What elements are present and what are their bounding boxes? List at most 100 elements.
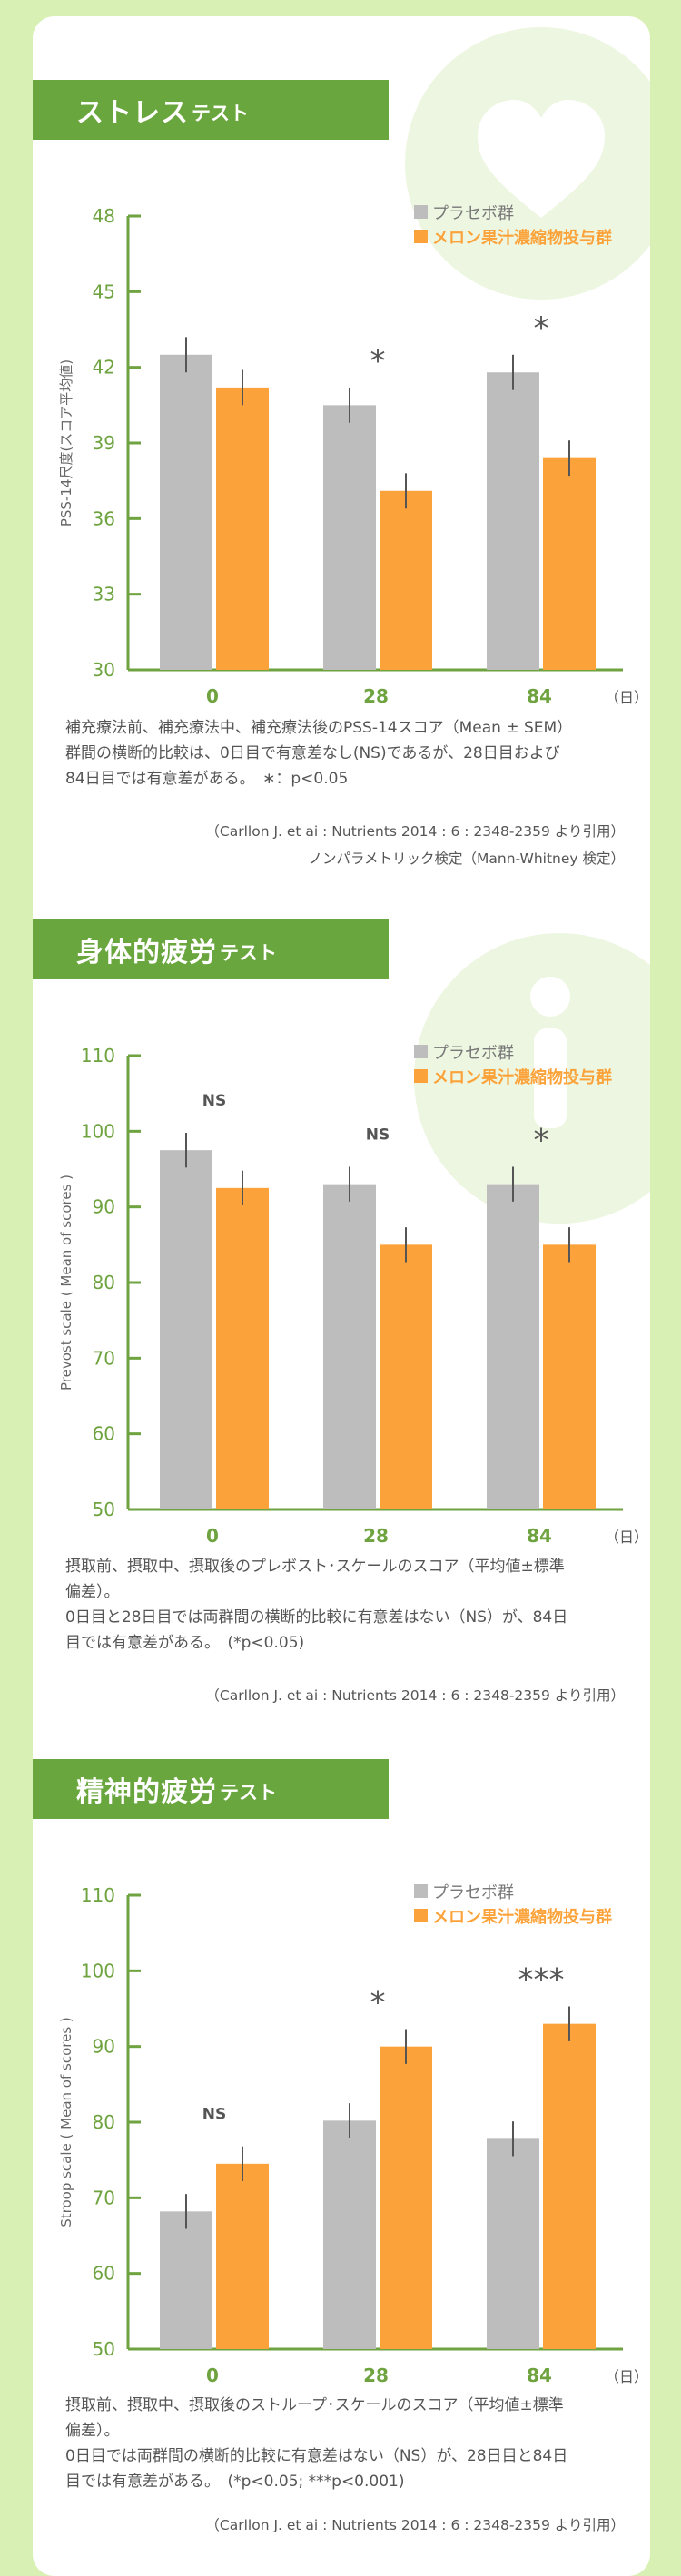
y-tick-label: 100 — [81, 1960, 115, 1981]
y-tick-label: 50 — [93, 1499, 115, 1520]
bar-treatment — [216, 1187, 269, 1509]
section-title-stress: ストレス テスト — [33, 80, 389, 140]
y-tick-label: 39 — [93, 432, 115, 454]
section-title-physical-fatigue: 身体的疲労 テスト — [33, 919, 389, 979]
y-tick-label: 60 — [93, 2263, 115, 2285]
legend-swatch — [414, 205, 428, 219]
y-tick-label: 80 — [93, 1272, 115, 1293]
legend-label: メロン果汁濃縮物投与群 — [432, 1067, 612, 1087]
x-axis-unit: （日） — [605, 1529, 648, 1546]
citation: （Carllon J. et ai : Nutrients 2014 : 6 :… — [205, 823, 625, 840]
legend-label: プラセボ群 — [432, 204, 514, 223]
bar-placebo — [487, 2138, 539, 2349]
physical-fatigue-note: 摂取前、摂取中、摂取後のプレボスト･スケールのスコア（平均値±標準 偏差）。 0… — [65, 1554, 646, 1656]
title-sub: テスト — [192, 103, 249, 124]
note-line: 摂取前、摂取中、摂取後のストループ･スケールのスコア（平均値±標準 — [65, 2396, 564, 2414]
stress-chart: 30 33 36 39 42 45 48 PSS-14尺度(スコア平均値) 0 28 * 84 * （日）… — [58, 204, 648, 707]
bar-treatment — [380, 2046, 432, 2349]
bar-treatment — [216, 387, 269, 670]
legend-swatch — [414, 230, 428, 243]
bar-placebo — [160, 2211, 212, 2349]
y-tick-label: 36 — [93, 507, 115, 529]
x-tick-label: 84 — [527, 1525, 552, 1547]
title-main: 身体的疲労 — [76, 937, 217, 968]
note-line: 偏差）。 — [65, 1583, 120, 1601]
bar-placebo — [323, 2120, 376, 2349]
title-sub: テスト — [220, 942, 277, 964]
legend-swatch — [414, 1884, 428, 1898]
stress-note: 補充療法前、補充療法中、補充療法後のPSS-14スコア（Mean ± SEM） … — [65, 715, 646, 791]
y-axis-label: Prevost scale ( Mean of scores ) — [58, 1175, 74, 1391]
bar-treatment — [543, 2023, 596, 2349]
bar-placebo — [160, 354, 212, 670]
mental-fatigue-chart: 50 60 70 80 90 100 110 Stroop scale ( Mean of s… — [58, 1883, 648, 2386]
citation: （Carllon J. et ai : Nutrients 2014 : 6 :… — [205, 2517, 625, 2533]
test-method-note: ノンパラメトリック検定（Mann-Whitney 検定） — [308, 850, 625, 867]
legend-swatch — [414, 1909, 428, 1922]
legend-label: メロン果汁濃縮物投与群 — [432, 228, 612, 248]
y-tick-label: 70 — [93, 2187, 115, 2208]
bar-treatment — [380, 1244, 432, 1509]
legend-swatch — [414, 1069, 428, 1083]
legend-label: プラセボ群 — [432, 1883, 514, 1903]
bar-placebo — [323, 1184, 376, 1509]
y-tick-label: 80 — [93, 2111, 115, 2133]
x-axis-unit: （日） — [605, 2368, 648, 2385]
significance-marker: NS — [202, 2106, 226, 2124]
legend-swatch — [414, 1045, 428, 1058]
x-tick-label: 84 — [527, 2365, 552, 2386]
note-line: 群間の横断的比較は、0日目で有意差なし(NS)であるが、28日目および — [65, 744, 560, 762]
significance-marker: NS — [202, 1092, 226, 1110]
x-tick-label: 28 — [363, 2365, 389, 2386]
y-axis-label: Stroop scale ( Mean of scores ) — [58, 2017, 74, 2227]
content-card: ストレス テスト 30 33 36 39 42 45 48 PSS-14尺度(スコア平均値) 0 2… — [33, 16, 650, 2576]
y-tick-label: 42 — [93, 357, 115, 379]
x-axis-unit: （日） — [605, 689, 648, 706]
bar-treatment — [543, 1244, 596, 1509]
note-line: 0日目と28日目では両群間の横断的比較に有意差はない（NS）が、84日 — [65, 1608, 568, 1627]
bar-placebo — [487, 372, 539, 670]
y-tick-label: 48 — [93, 205, 115, 227]
mental-fatigue-note: 摂取前、摂取中、摂取後のストループ･スケールのスコア（平均値±標準 偏差）。 0… — [65, 2393, 646, 2494]
person-icon — [414, 933, 650, 1224]
x-tick-label: 0 — [206, 685, 219, 707]
y-axis-label: PSS-14尺度(スコア平均値) — [58, 359, 74, 526]
x-tick-label: 28 — [363, 1525, 389, 1547]
title-sub: テスト — [220, 1782, 277, 1804]
significance-marker: NS — [366, 1126, 390, 1145]
bar-treatment — [380, 490, 432, 670]
legend-label: プラセボ群 — [432, 1044, 514, 1063]
note-line: 補充療法前、補充療法中、補充療法後のPSS-14スコア（Mean ± SEM） — [65, 719, 573, 737]
bar-treatment — [216, 2163, 269, 2349]
bar-placebo — [160, 1150, 212, 1509]
note-line: 目では有意差がある。 (*p<0.05; ***p<0.001) — [65, 2473, 405, 2491]
y-tick-label: 50 — [93, 2338, 115, 2360]
title-main: ストレス — [76, 97, 189, 129]
x-tick-label: 0 — [206, 1525, 219, 1547]
y-tick-label: 60 — [93, 1423, 115, 1445]
y-tick-label: 110 — [81, 1045, 115, 1067]
citation: （Carllon J. et ai : Nutrients 2014 : 6 :… — [205, 1687, 625, 1704]
bar-placebo — [323, 405, 376, 670]
note-line: 摂取前、摂取中、摂取後のプレボスト･スケールのスコア（平均値±標準 — [65, 1558, 565, 1576]
x-tick-label: 0 — [206, 2365, 219, 2386]
significance-marker: * — [534, 1123, 549, 1159]
y-tick-label: 33 — [93, 584, 115, 605]
y-tick-label: 90 — [93, 2036, 115, 2058]
significance-marker: * — [370, 1985, 386, 2021]
note-line: 目では有意差がある。 (*p<0.05) — [65, 1634, 305, 1652]
y-tick-label: 45 — [93, 280, 115, 302]
bar-placebo — [487, 1184, 539, 1509]
title-main: 精神的疲労 — [76, 1776, 217, 1808]
significance-marker: *** — [518, 1962, 565, 1999]
y-tick-label: 110 — [81, 1884, 115, 1906]
significance-marker: * — [370, 343, 386, 379]
y-tick-label: 90 — [93, 1196, 115, 1218]
section-title-mental-fatigue: 精神的疲労 テスト — [33, 1759, 389, 1819]
bar-treatment — [543, 457, 596, 670]
y-tick-label: 70 — [93, 1347, 115, 1369]
note-line: 84日目では有意差がある。 ∗：p<0.05 — [65, 770, 349, 788]
legend-label: メロン果汁濃縮物投与群 — [432, 1907, 612, 1927]
y-tick-label: 30 — [93, 659, 115, 681]
x-tick-label: 84 — [527, 685, 552, 707]
